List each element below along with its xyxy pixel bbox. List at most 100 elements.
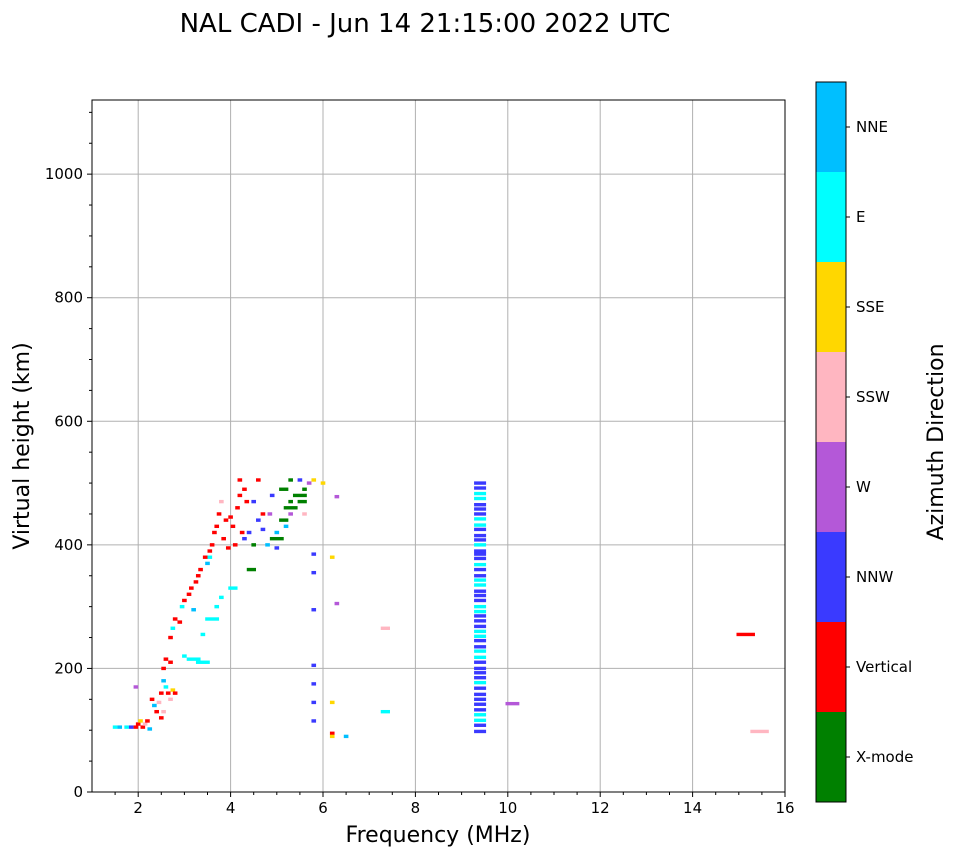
data-point (170, 688, 176, 692)
data-point (311, 700, 317, 705)
data-point (228, 586, 238, 590)
data-point (474, 649, 487, 653)
data-point (147, 727, 153, 731)
data-point (135, 722, 141, 726)
data-point (235, 506, 240, 510)
colorbar-swatch-nne (816, 82, 846, 172)
data-point (230, 524, 236, 529)
data-point (163, 657, 169, 661)
data-point (279, 487, 289, 491)
colorbar-label: Azimuth Direction (924, 343, 949, 540)
data-point (158, 691, 164, 695)
data-point (288, 512, 293, 516)
data-point (474, 538, 487, 542)
data-point (223, 518, 229, 522)
data-point (124, 725, 129, 729)
data-point (186, 657, 201, 661)
data-point (474, 583, 487, 587)
data-point (117, 725, 123, 729)
data-point (474, 481, 487, 485)
data-point (292, 493, 307, 498)
data-point (311, 663, 317, 668)
data-point (343, 734, 349, 739)
data-point (311, 552, 317, 556)
data-point (198, 567, 203, 572)
data-point (251, 543, 257, 547)
colorbar-swatch-w (816, 442, 846, 532)
data-point (177, 620, 183, 624)
data-point (205, 617, 220, 621)
data-point (380, 626, 390, 630)
data-point (334, 601, 340, 606)
data-point (283, 524, 289, 529)
data-point (138, 719, 143, 723)
data-point (239, 530, 245, 535)
data-point (161, 666, 166, 671)
data-point (474, 660, 487, 664)
data-point (216, 512, 222, 516)
colorbar-swatch-sse (816, 262, 846, 352)
data-point (256, 518, 261, 522)
colorbar-swatch-e (816, 172, 846, 262)
data-point (152, 703, 157, 708)
data-point (207, 555, 213, 559)
data-point (311, 608, 317, 612)
data-point (237, 493, 243, 498)
data-point (302, 487, 307, 491)
colorbar-tick-label: SSW (856, 388, 890, 406)
data-point (228, 515, 233, 519)
data-point (474, 619, 487, 623)
colorbar: X-mode Vertical NNW W SSW SSE E NNE (815, 81, 913, 803)
data-point (219, 595, 224, 600)
data-point (225, 546, 231, 550)
data-point (195, 574, 201, 578)
data-point (474, 512, 487, 516)
data-point (182, 654, 187, 658)
y-tick-label: 1000 (45, 165, 83, 183)
data-point (380, 709, 390, 714)
data-point (209, 543, 215, 547)
data-point (474, 593, 487, 598)
data-point (474, 718, 487, 723)
data-point (474, 502, 487, 507)
data-point (311, 570, 317, 575)
data-point (232, 543, 238, 547)
data-point (320, 481, 326, 485)
data-point (474, 680, 487, 685)
data-point (474, 604, 487, 609)
colorbar-swatch-vertical (816, 622, 846, 712)
data-point (244, 499, 250, 504)
data-point (474, 629, 487, 634)
data-point (505, 701, 520, 706)
data-point (168, 697, 173, 702)
data-point (246, 530, 252, 535)
data-point (269, 493, 275, 498)
data-point (161, 709, 166, 714)
x-tick-label: 16 (775, 799, 794, 817)
data-point (191, 608, 196, 612)
data-point (221, 536, 226, 541)
x-tick-label: 12 (591, 799, 610, 817)
y-tick-label: 400 (54, 536, 83, 554)
data-point (750, 729, 769, 734)
data-point (265, 543, 270, 547)
data-point (274, 530, 280, 535)
data-point (329, 700, 335, 705)
data-point (474, 496, 487, 501)
data-point (297, 478, 303, 482)
data-point (165, 691, 171, 695)
data-point (329, 731, 335, 736)
data-point (474, 614, 487, 618)
data-point (112, 725, 118, 729)
data-point (168, 660, 173, 664)
data-point (172, 617, 178, 621)
data-point (269, 536, 284, 541)
data-point (156, 700, 162, 705)
data-point (219, 499, 224, 504)
data-point (334, 494, 340, 499)
data-point (274, 546, 280, 550)
data-point (311, 478, 317, 482)
x-tick-label: 2 (133, 799, 143, 817)
data-point (474, 533, 487, 538)
data-marks (112, 478, 769, 739)
